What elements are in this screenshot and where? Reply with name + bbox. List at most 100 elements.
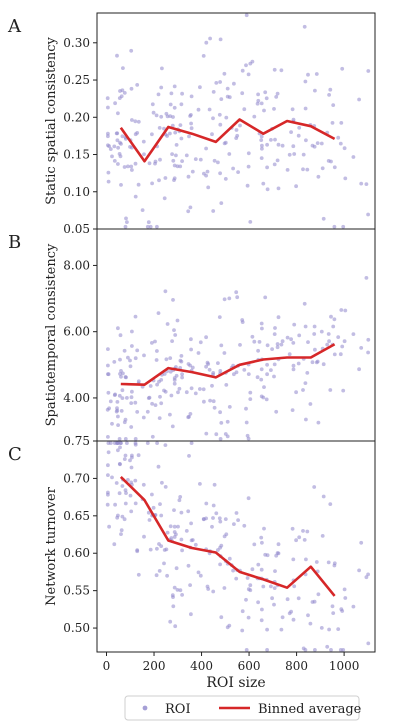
roi-point xyxy=(264,397,269,402)
roi-point xyxy=(364,575,369,580)
roi-point xyxy=(118,154,123,159)
roi-point xyxy=(170,339,175,343)
roi-point xyxy=(133,478,138,483)
roi-point xyxy=(196,351,201,355)
roi-point xyxy=(285,168,290,172)
roi-point xyxy=(328,388,333,392)
roi-point xyxy=(272,332,277,336)
roi-point xyxy=(330,604,335,609)
roi-point xyxy=(136,119,141,124)
roi-point xyxy=(124,216,128,221)
roi-point xyxy=(188,583,193,587)
roi-point xyxy=(265,142,269,147)
roi-point xyxy=(231,166,236,171)
roi-point xyxy=(106,105,110,110)
roi-point xyxy=(135,549,140,554)
roi-point xyxy=(303,79,308,84)
roi-point xyxy=(113,392,117,397)
roi-point xyxy=(218,122,223,127)
roi-point xyxy=(255,375,260,380)
roi-point xyxy=(136,572,141,577)
roi-point xyxy=(329,648,333,652)
roi-point xyxy=(159,401,164,406)
roi-point xyxy=(180,91,185,96)
roi-point xyxy=(275,158,280,163)
roi-point xyxy=(116,145,120,150)
roi-point xyxy=(186,209,191,214)
y-tick-label: 0.30 xyxy=(63,36,90,50)
roi-point xyxy=(240,318,245,322)
roi-point xyxy=(208,36,213,41)
roi-point xyxy=(196,570,201,575)
roi-point xyxy=(112,144,117,149)
roi-point xyxy=(142,534,146,539)
roi-point xyxy=(244,597,248,602)
roi-point xyxy=(118,372,122,376)
roi-point xyxy=(176,524,180,529)
roi-point xyxy=(260,143,264,148)
roi-point xyxy=(238,343,242,347)
roi-point xyxy=(308,621,313,626)
roi-point xyxy=(115,406,119,411)
roi-point xyxy=(110,421,114,426)
roi-point xyxy=(292,322,297,327)
roi-point xyxy=(217,112,222,117)
roi-point xyxy=(231,568,236,573)
roi-point xyxy=(106,347,110,351)
roi-point xyxy=(290,107,295,112)
roi-point xyxy=(296,133,301,138)
roi-point xyxy=(207,367,212,372)
roi-point xyxy=(262,526,266,531)
roi-point xyxy=(171,298,175,302)
roi-point xyxy=(142,152,146,157)
roi-point xyxy=(189,612,193,617)
roi-point xyxy=(343,596,348,600)
roi-point xyxy=(204,40,209,45)
roi-point xyxy=(122,165,127,169)
roi-point xyxy=(217,315,222,319)
roi-point xyxy=(163,485,168,489)
roi-point xyxy=(122,348,127,353)
roi-point xyxy=(359,181,364,186)
roi-point xyxy=(265,187,270,192)
roi-point xyxy=(105,502,110,507)
roi-point xyxy=(269,368,273,372)
roi-point xyxy=(133,501,138,506)
roi-point xyxy=(133,437,138,441)
roi-point xyxy=(291,341,296,345)
roi-point xyxy=(261,584,266,589)
roi-point xyxy=(259,101,264,106)
roi-point xyxy=(351,332,356,336)
roi-point xyxy=(273,569,277,573)
roi-point xyxy=(160,66,164,71)
roi-point xyxy=(117,96,122,100)
roi-point xyxy=(234,136,239,141)
y-tick-label: 0.15 xyxy=(63,148,90,162)
roi-point xyxy=(276,542,281,547)
roi-point xyxy=(146,396,151,400)
roi-point xyxy=(177,498,182,503)
roi-point xyxy=(159,544,164,548)
roi-point xyxy=(223,432,228,436)
y-axis-label: Static spatial consistency xyxy=(44,36,59,204)
roi-point xyxy=(202,399,206,404)
roi-point xyxy=(308,402,313,406)
roi-point xyxy=(223,517,228,521)
roi-point xyxy=(252,339,257,344)
roi-point xyxy=(173,333,178,337)
roi-point xyxy=(260,607,264,612)
roi-point xyxy=(319,141,324,146)
roi-point xyxy=(313,88,317,93)
roi-point xyxy=(336,335,341,339)
roi-point xyxy=(222,351,227,355)
roi-point xyxy=(285,335,290,340)
roi-point xyxy=(154,573,159,578)
roi-point xyxy=(124,491,128,495)
roi-point xyxy=(184,529,189,533)
roi-point xyxy=(172,535,177,539)
roi-point xyxy=(156,464,161,469)
roi-point xyxy=(218,519,223,524)
roi-point xyxy=(211,116,215,121)
roi-point xyxy=(116,111,120,116)
